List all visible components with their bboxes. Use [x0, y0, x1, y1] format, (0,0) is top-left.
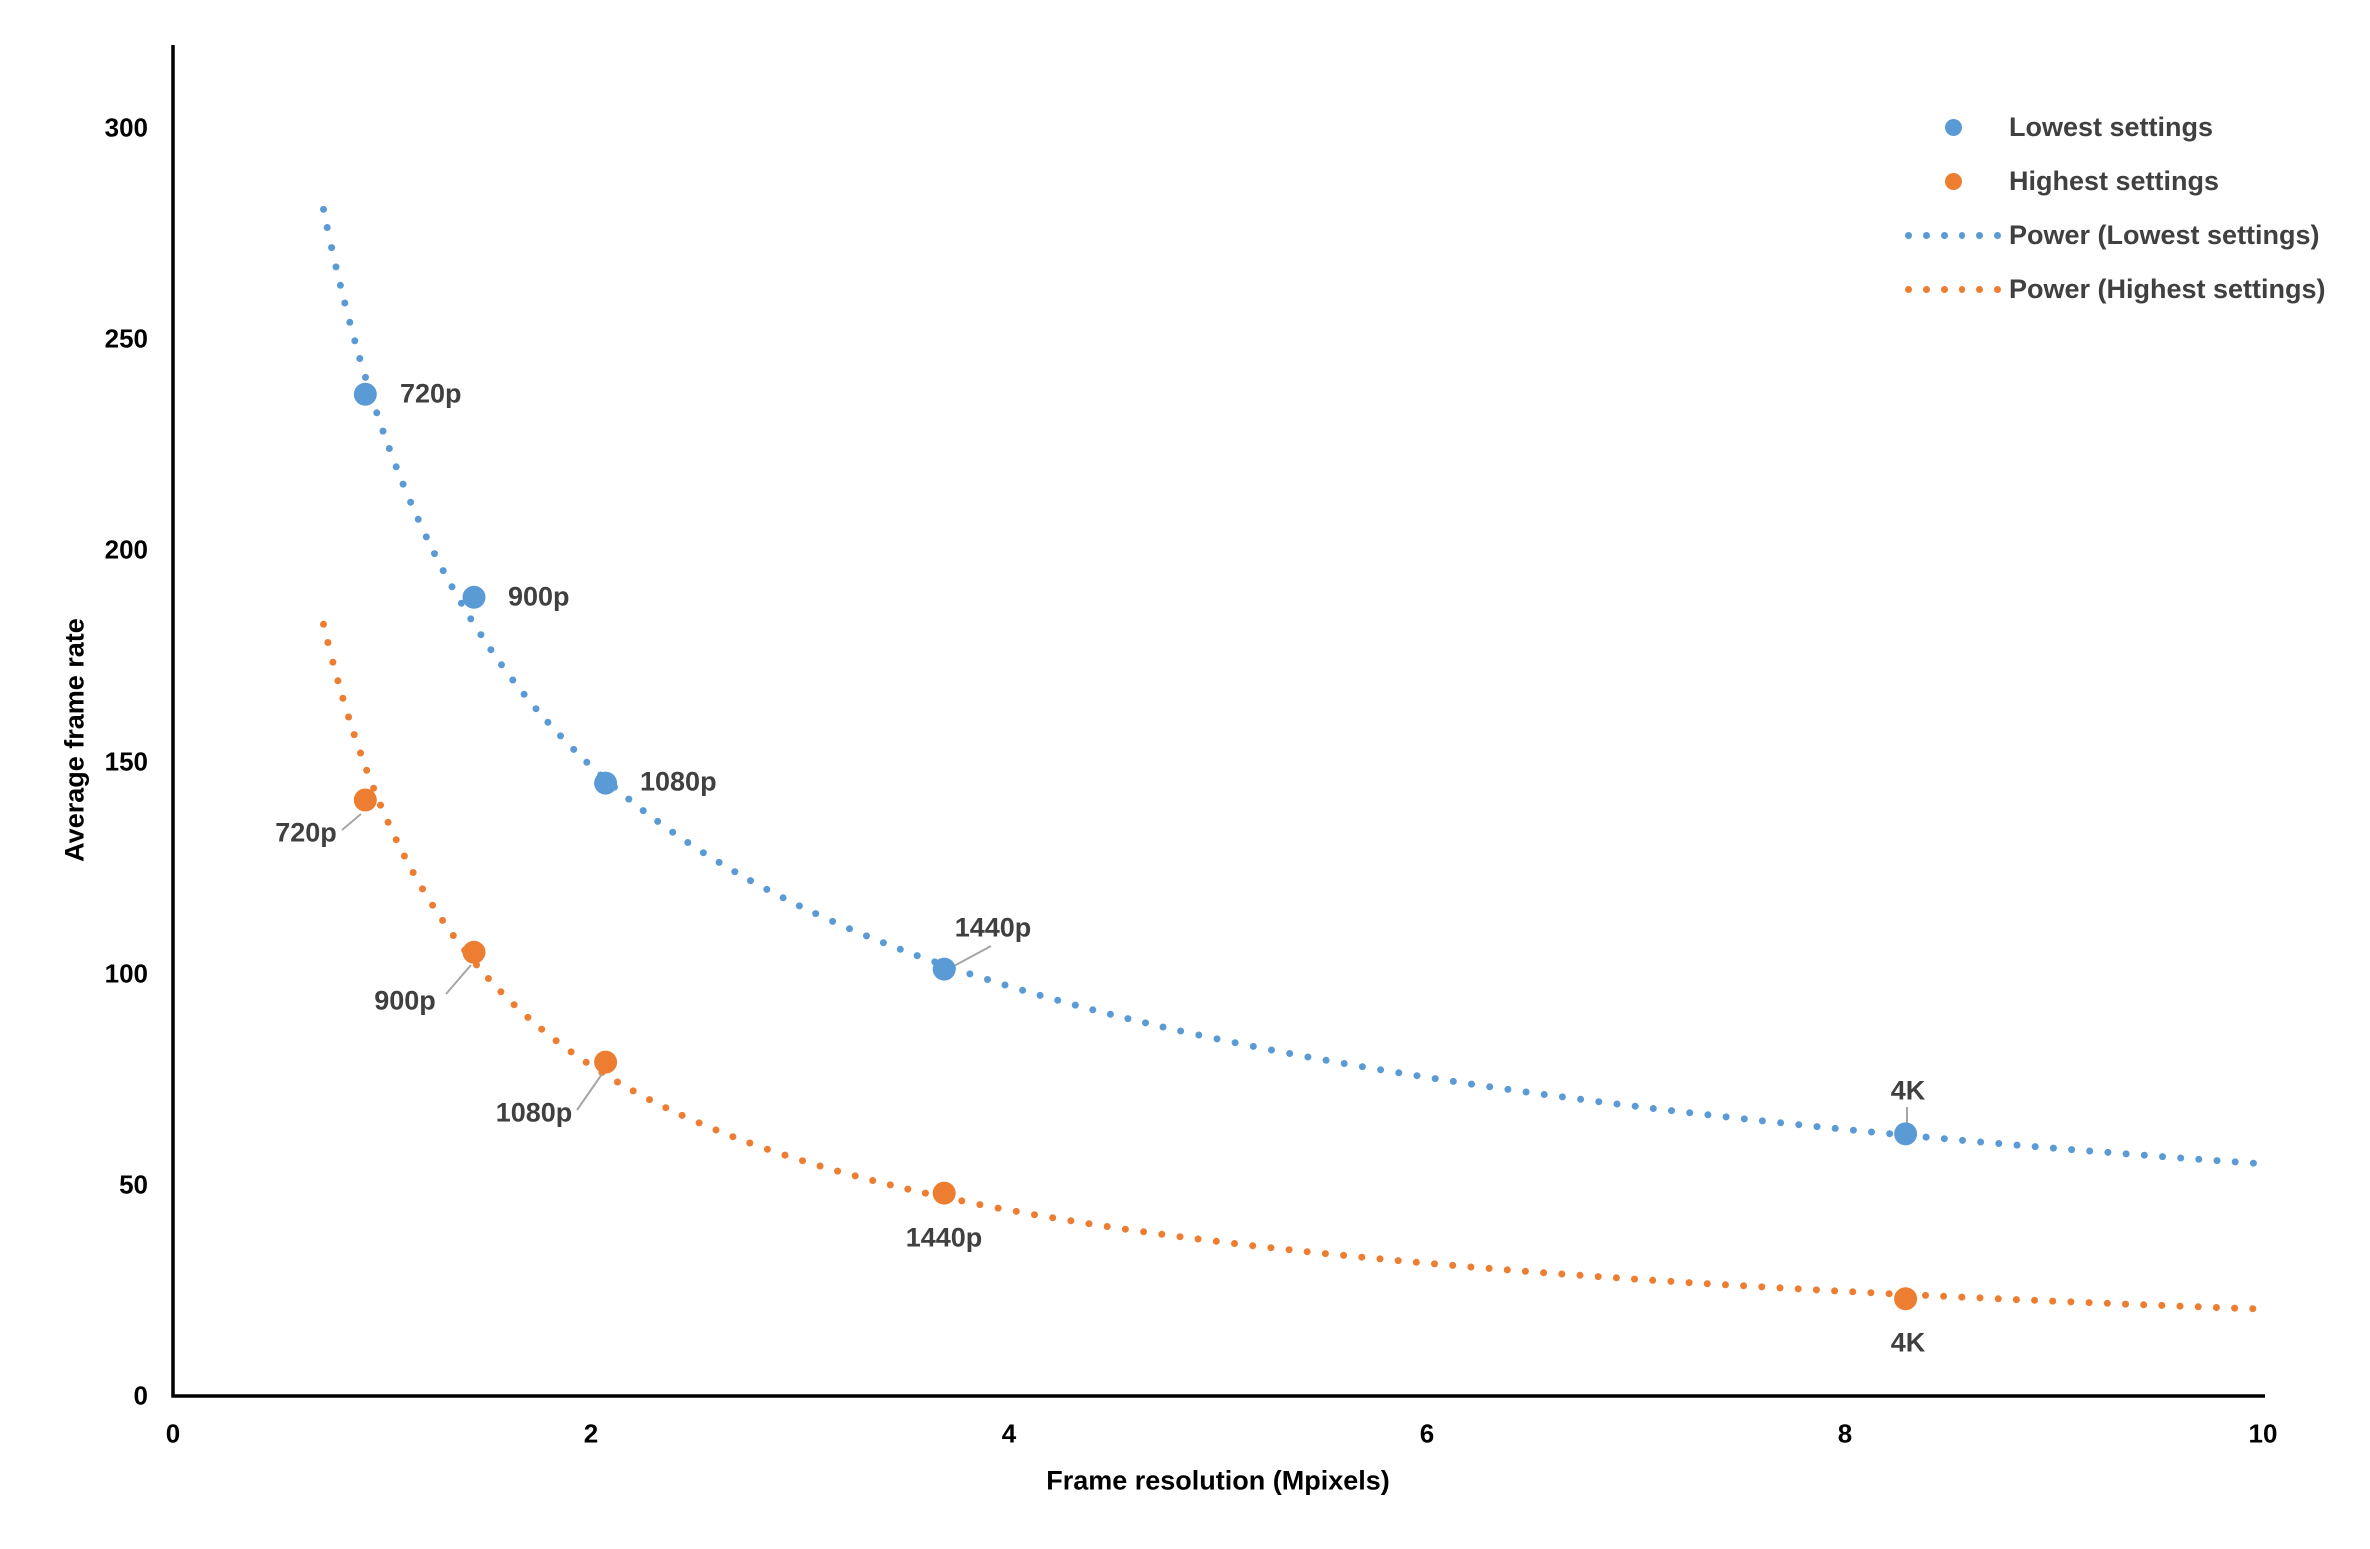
legend-dotted-line-icon — [1905, 231, 2001, 239]
data-label-highest-900p: 900p — [374, 985, 436, 1016]
x-tick-0: 0 — [165, 1418, 181, 1449]
leader-line — [445, 964, 472, 995]
point-lowest-settings-1440p — [932, 957, 956, 981]
data-label-lowest-4k: 4K — [1890, 1075, 1926, 1106]
axes — [171, 45, 2265, 1398]
point-highest-settings-1080p — [594, 1050, 618, 1074]
legend: Lowest settings Highest settings Power (… — [1905, 100, 2326, 316]
legend-dotted-line-icon — [1905, 285, 2001, 293]
data-label-highest-720p: 720p — [275, 817, 337, 848]
y-tick-250: 250 — [104, 323, 148, 354]
trendline-power-lowest-settings — [320, 205, 2257, 1167]
point-lowest-settings-720p — [353, 382, 377, 406]
y-axis-title: Average frame rate — [59, 618, 90, 862]
legend-circle-marker-icon — [1905, 118, 2001, 136]
legend-item-power-lowest: Power (Lowest settings) — [1905, 208, 2326, 262]
trendline-power-highest-settings — [320, 620, 2257, 1313]
x-axis-title: Frame resolution (Mpixels) — [1046, 1465, 1390, 1496]
legend-label: Lowest settings — [2009, 111, 2214, 142]
data-label-lowest-1080p: 1080p — [640, 766, 717, 797]
data-label-lowest-1440p: 1440p — [954, 912, 1032, 943]
legend-item-lowest-settings: Lowest settings — [1905, 100, 2326, 154]
legend-label: Highest settings — [2009, 165, 2220, 196]
leader-line — [341, 813, 362, 831]
leader-line — [576, 1073, 603, 1111]
x-tick-4: 4 — [1001, 1418, 1017, 1449]
point-lowest-settings-4k — [1894, 1122, 1918, 1146]
series-lowest-settings — [353, 382, 1918, 1146]
point-highest-settings-720p — [353, 788, 377, 812]
legend-item-highest-settings: Highest settings — [1905, 154, 2326, 208]
x-tick-10: 10 — [2248, 1418, 2278, 1449]
y-tick-100: 100 — [104, 958, 148, 989]
y-tick-150: 150 — [104, 746, 148, 777]
x-tick-8: 8 — [1837, 1418, 1853, 1449]
legend-circle-marker-icon — [1905, 172, 2001, 190]
y-tick-200: 200 — [104, 534, 148, 565]
x-tick-6: 6 — [1419, 1418, 1435, 1449]
point-highest-settings-4k — [1894, 1287, 1918, 1311]
data-label-lowest-900p: 900p — [508, 581, 570, 612]
legend-item-power-highest: Power (Highest settings) — [1905, 262, 2326, 316]
data-label-lowest-720p: 720p — [400, 378, 462, 409]
y-tick-0: 0 — [133, 1380, 148, 1411]
data-label-highest-4k: 4K — [1890, 1327, 1926, 1358]
y-tick-50: 50 — [119, 1169, 148, 1200]
x-tick-2: 2 — [583, 1418, 599, 1449]
data-label-highest-1440p: 1440p — [905, 1222, 983, 1253]
data-label-highest-1080p: 1080p — [495, 1097, 573, 1128]
legend-label: Power (Highest settings) — [2009, 273, 2326, 304]
point-lowest-settings-900p — [462, 585, 486, 609]
legend-label: Power (Lowest settings) — [2009, 219, 2320, 250]
point-highest-settings-900p — [462, 940, 486, 964]
point-lowest-settings-1080p — [594, 771, 618, 795]
series-highest-settings — [353, 788, 1918, 1311]
point-highest-settings-1440p — [932, 1181, 956, 1205]
leader-line — [953, 945, 992, 967]
y-tick-300: 300 — [104, 112, 148, 143]
